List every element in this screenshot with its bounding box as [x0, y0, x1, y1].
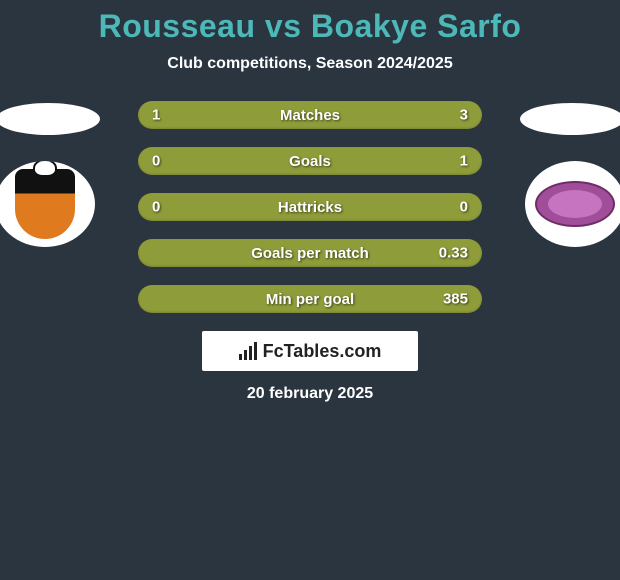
stat-label: Goals — [289, 153, 331, 170]
stat-label: Hattricks — [278, 199, 342, 216]
stat-left-value: 0 — [152, 153, 160, 170]
stat-row-min-per-goal: Min per goal 385 — [138, 285, 482, 313]
left-player-column — [20, 101, 120, 247]
subtitle: Club competitions, Season 2024/2025 — [0, 55, 620, 73]
stat-left-value: 0 — [152, 199, 160, 216]
right-player-column — [500, 101, 600, 247]
shield-icon — [15, 169, 75, 239]
date-text: 20 february 2025 — [247, 385, 373, 403]
stat-right-value: 3 — [460, 107, 468, 124]
main-row: 1 Matches 3 0 Goals 1 0 Hattricks 0 Goal… — [0, 101, 620, 313]
stat-left-value: 1 — [152, 107, 160, 124]
stat-row-goals-per-match: Goals per match 0.33 — [138, 239, 482, 267]
page-title: Rousseau vs Boakye Sarfo — [0, 8, 620, 45]
brand-text: FcTables.com — [263, 341, 382, 362]
comparison-card: Rousseau vs Boakye Sarfo Club competitio… — [0, 0, 620, 403]
stat-label: Goals per match — [251, 245, 369, 262]
stat-right-value: 1 — [460, 153, 468, 170]
footer: FcTables.com 20 february 2025 — [0, 331, 620, 403]
oval-badge-icon — [535, 181, 615, 227]
stats-column: 1 Matches 3 0 Goals 1 0 Hattricks 0 Goal… — [138, 101, 482, 313]
stat-label: Min per goal — [266, 291, 354, 308]
player-photo-placeholder-right — [520, 103, 620, 135]
stat-right-value: 0 — [460, 199, 468, 216]
brand-logo[interactable]: FcTables.com — [202, 331, 418, 371]
club-badge-right — [525, 161, 620, 247]
club-badge-left — [0, 161, 95, 247]
stat-row-hattricks: 0 Hattricks 0 — [138, 193, 482, 221]
stat-label: Matches — [280, 107, 340, 124]
player-photo-placeholder-left — [0, 103, 100, 135]
bar-chart-icon — [239, 342, 257, 360]
stat-row-goals: 0 Goals 1 — [138, 147, 482, 175]
stat-right-value: 0.33 — [439, 245, 468, 262]
stat-right-value: 385 — [443, 291, 468, 308]
stat-row-matches: 1 Matches 3 — [138, 101, 482, 129]
